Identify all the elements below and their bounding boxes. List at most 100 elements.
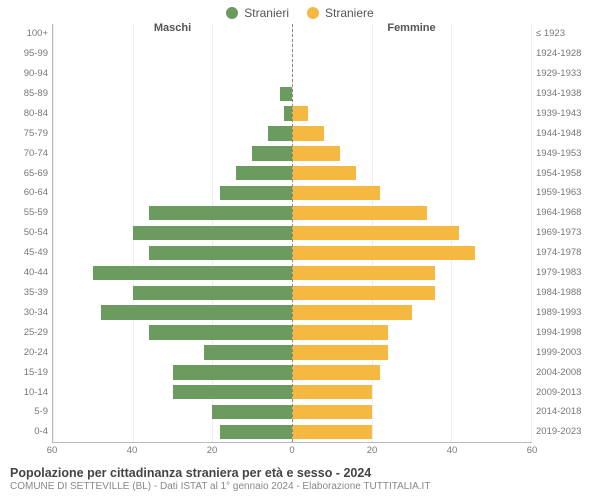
bar-female bbox=[292, 385, 372, 399]
legend: Stranieri Straniere bbox=[0, 0, 600, 24]
y-right-label: 1944-1948 bbox=[536, 124, 581, 144]
y-left-label: 75-79 bbox=[24, 124, 48, 144]
bar-male bbox=[252, 146, 292, 160]
chart-area: Fasce di età Anni di nascita 100+95-9990… bbox=[0, 24, 600, 442]
bar-male bbox=[93, 266, 292, 280]
footer-subtitle: COMUNE DI SETTEVILLE (BL) - Dati ISTAT a… bbox=[10, 481, 590, 492]
x-ticks: 6040200204060 bbox=[52, 442, 532, 460]
bar-female bbox=[292, 166, 356, 180]
y-right-label: 1929-1933 bbox=[536, 64, 581, 84]
y-right-label: 1949-1953 bbox=[536, 143, 581, 163]
y-left-label: 45-49 bbox=[24, 243, 48, 263]
bar-male bbox=[133, 226, 292, 240]
bar-male bbox=[173, 365, 293, 379]
footer-title: Popolazione per cittadinanza straniera p… bbox=[10, 466, 590, 480]
bar-male bbox=[268, 126, 292, 140]
bar-female bbox=[292, 146, 340, 160]
y-left-label: 40-44 bbox=[24, 263, 48, 283]
bar-female bbox=[292, 226, 459, 240]
bar-male bbox=[133, 286, 292, 300]
y-left-label: 5-9 bbox=[34, 402, 48, 422]
bar-female bbox=[292, 345, 388, 359]
y-axis-left: 100+95-9990-9485-8980-8475-7970-7465-696… bbox=[8, 24, 52, 442]
y-left-label: 10-14 bbox=[24, 382, 48, 402]
bar-female bbox=[292, 425, 372, 439]
y-left-label: 85-89 bbox=[24, 84, 48, 104]
bar-female bbox=[292, 206, 427, 220]
y-left-label: 80-84 bbox=[24, 104, 48, 124]
bar-female bbox=[292, 365, 380, 379]
y-right-label: 2014-2018 bbox=[536, 402, 581, 422]
legend-label-male: Stranieri bbox=[244, 6, 289, 20]
y-left-label: 50-54 bbox=[24, 223, 48, 243]
x-tick-label: 20 bbox=[367, 445, 378, 456]
y-right-label: 1939-1943 bbox=[536, 104, 581, 124]
bar-male bbox=[101, 305, 292, 319]
y-right-label: 1984-1988 bbox=[536, 283, 581, 303]
x-tick-label: 20 bbox=[207, 445, 218, 456]
bar-male bbox=[149, 246, 292, 260]
x-tick-label: 60 bbox=[527, 445, 538, 456]
y-axis-right: ≤ 19231924-19281929-19331934-19381939-19… bbox=[532, 24, 592, 442]
bar-male bbox=[173, 385, 293, 399]
legend-item-female: Straniere bbox=[307, 6, 374, 20]
bar-female bbox=[292, 246, 475, 260]
bar-female bbox=[292, 405, 372, 419]
y-right-label: 2009-2013 bbox=[536, 382, 581, 402]
bar-male bbox=[204, 345, 292, 359]
plot: Maschi Femmine bbox=[52, 24, 532, 442]
y-left-label: 15-19 bbox=[24, 362, 48, 382]
bar-female bbox=[292, 325, 388, 339]
y-right-label: ≤ 1923 bbox=[536, 24, 565, 44]
y-right-label: 1959-1963 bbox=[536, 183, 581, 203]
legend-swatch-female bbox=[307, 7, 319, 19]
y-right-label: 1994-1998 bbox=[536, 323, 581, 343]
bar-male bbox=[149, 325, 292, 339]
x-tick-label: 0 bbox=[289, 445, 294, 456]
y-left-label: 100+ bbox=[27, 24, 48, 44]
x-tick-label: 40 bbox=[447, 445, 458, 456]
bar-male bbox=[280, 87, 292, 101]
footer: Popolazione per cittadinanza straniera p… bbox=[0, 460, 600, 500]
bar-female bbox=[292, 126, 324, 140]
y-right-label: 1974-1978 bbox=[536, 243, 581, 263]
bar-male bbox=[149, 206, 292, 220]
bar-female bbox=[292, 266, 435, 280]
bar-male bbox=[236, 166, 292, 180]
y-left-label: 20-24 bbox=[24, 343, 48, 363]
bar-male bbox=[220, 425, 292, 439]
y-right-label: 1969-1973 bbox=[536, 223, 581, 243]
y-right-label: 1964-1968 bbox=[536, 203, 581, 223]
y-left-label: 25-29 bbox=[24, 323, 48, 343]
y-left-label: 95-99 bbox=[24, 44, 48, 64]
y-right-label: 1924-1928 bbox=[536, 44, 581, 64]
bar-female bbox=[292, 186, 380, 200]
y-left-label: 0-4 bbox=[34, 422, 48, 442]
y-right-label: 1934-1938 bbox=[536, 84, 581, 104]
bar-male bbox=[220, 186, 292, 200]
y-right-label: 2004-2008 bbox=[536, 362, 581, 382]
y-right-label: 1989-1993 bbox=[536, 303, 581, 323]
centerline bbox=[292, 24, 293, 442]
y-left-label: 70-74 bbox=[24, 143, 48, 163]
bar-female bbox=[292, 305, 412, 319]
x-tick-label: 40 bbox=[127, 445, 138, 456]
y-right-label: 1954-1958 bbox=[536, 163, 581, 183]
y-right-label: 1999-2003 bbox=[536, 343, 581, 363]
bar-male bbox=[284, 106, 292, 120]
bar-male bbox=[212, 405, 292, 419]
y-right-label: 1979-1983 bbox=[536, 263, 581, 283]
bar-female bbox=[292, 106, 308, 120]
y-left-label: 60-64 bbox=[24, 183, 48, 203]
y-left-label: 35-39 bbox=[24, 283, 48, 303]
legend-item-male: Stranieri bbox=[226, 6, 289, 20]
y-left-label: 65-69 bbox=[24, 163, 48, 183]
y-left-label: 90-94 bbox=[24, 64, 48, 84]
legend-label-female: Straniere bbox=[325, 6, 374, 20]
x-tick-label: 60 bbox=[47, 445, 58, 456]
bar-female bbox=[292, 286, 435, 300]
y-left-label: 55-59 bbox=[24, 203, 48, 223]
legend-swatch-male bbox=[226, 7, 238, 19]
y-right-label: 2019-2023 bbox=[536, 422, 581, 442]
x-axis: 60 40 20 0 20 40 60 bbox=[8, 442, 592, 460]
